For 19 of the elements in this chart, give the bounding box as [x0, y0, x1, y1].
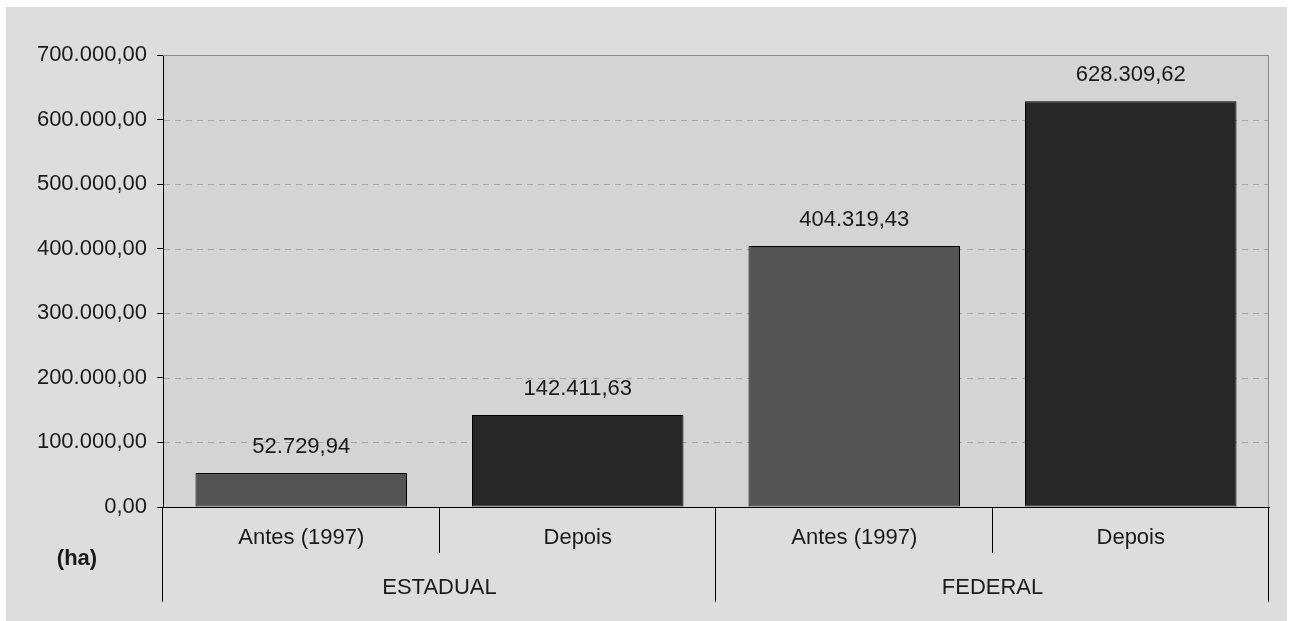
- y-tick-label: 0,00: [104, 493, 147, 519]
- y-axis-title: (ha): [56, 545, 98, 571]
- data-label: 404.319,43: [799, 205, 910, 231]
- data-label: 628.309,62: [1075, 61, 1186, 87]
- y-tick-label: 700.000,00: [36, 41, 147, 67]
- y-tick-label: 200.000,00: [36, 363, 147, 389]
- text: Depois: [1096, 524, 1165, 550]
- data-label: 52.729,94: [252, 433, 351, 459]
- series-label: Antes (1997): [238, 524, 365, 550]
- y-tick-label: 500.000,00: [36, 170, 147, 196]
- x-tick-label: FEDERAL: [941, 574, 1044, 600]
- y-tick-label: 100.000,00: [36, 428, 147, 454]
- series-label: Depois: [543, 524, 612, 550]
- y-tick-label: 300.000,00: [36, 299, 147, 325]
- y-tick-label: 400.000,00: [36, 234, 147, 260]
- data-label: 142.411,63: [523, 375, 632, 401]
- x-tick-label: ESTADUAL: [382, 574, 497, 600]
- text: Antes (1997): [791, 524, 918, 550]
- y-tick-label: 600.000,00: [36, 105, 147, 131]
